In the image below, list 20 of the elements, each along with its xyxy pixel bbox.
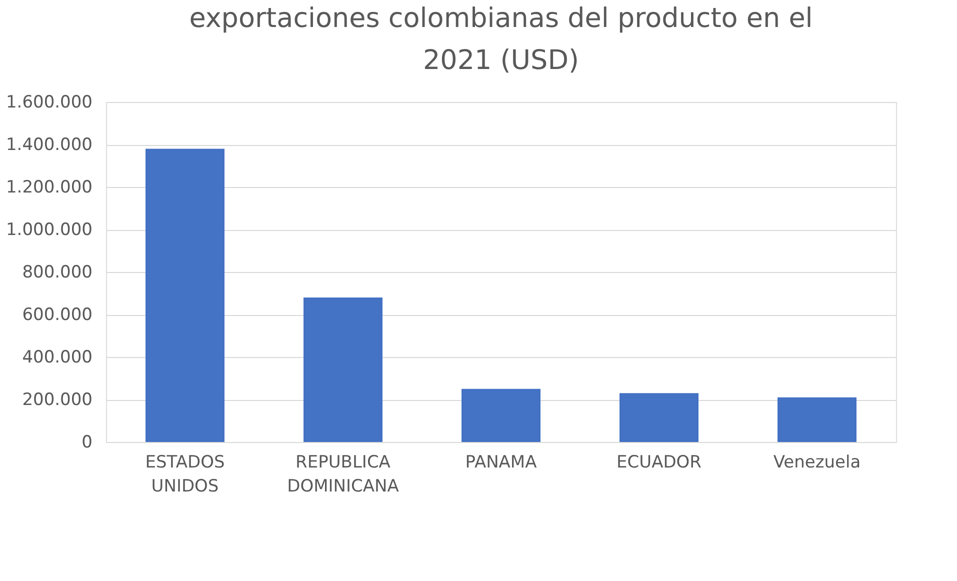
y-tick-label: 800.000 [22,262,92,282]
y-tick-label: 400.000 [22,348,92,368]
bar [620,393,698,442]
y-tick-label: 200.000 [22,390,92,410]
x-tick-label: ECUADOR [616,452,702,472]
y-tick-label: 1.200.000 [6,178,92,198]
y-tick-label: 0 [82,432,92,452]
x-tick-label: ESTADOS UNIDOS [145,452,225,496]
chart-title: exportaciones colombianas del producto en el 2021 (USD) [189,3,813,76]
x-tick-label: PANAMA [465,452,538,472]
x-tick-label: REPUBLICA DOMINICANA [287,452,400,496]
x-tick-label: Venezuela [773,452,861,472]
bar [304,298,382,442]
bar [778,397,856,442]
y-tick-label: 600.000 [22,305,92,325]
bar [462,388,540,442]
y-tick-label: 1.000.000 [6,220,92,240]
y-tick-label: 1.400.000 [6,135,92,155]
y-tick-label: 1.600.000 [6,92,92,112]
bar [146,148,224,442]
